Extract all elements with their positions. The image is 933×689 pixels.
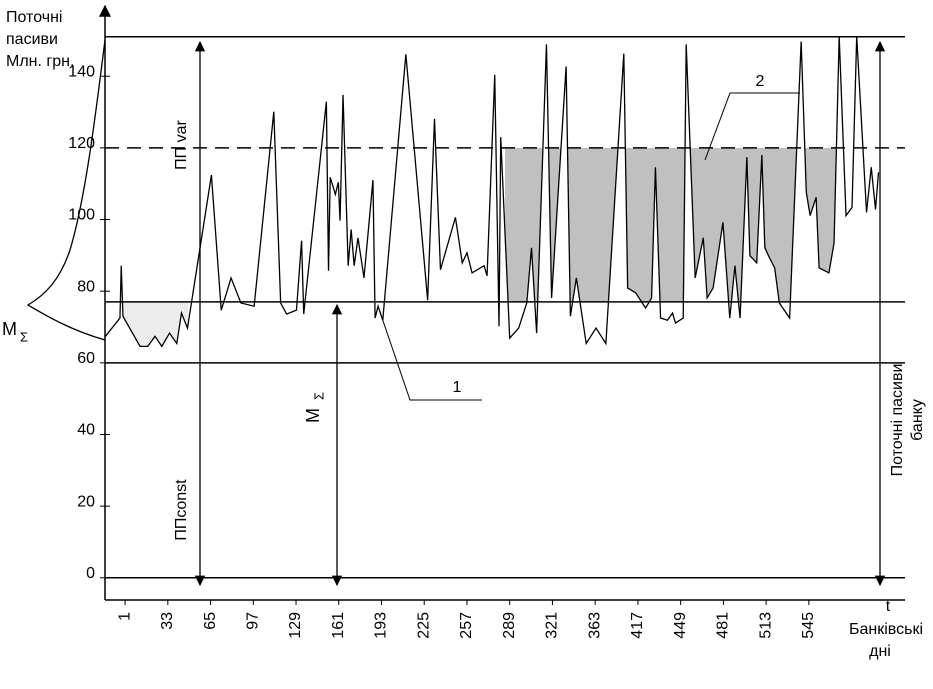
- pp-var-label: ПП var: [173, 119, 190, 169]
- x-tick-label: 129: [287, 612, 304, 639]
- data-line: [104, 36, 880, 348]
- x-tick-label: 545: [800, 612, 817, 639]
- m-sigma-mid: M: [303, 408, 323, 423]
- sigma-left: Σ: [20, 329, 28, 344]
- label-2: 2: [756, 73, 765, 90]
- x-tick-label: 417: [629, 612, 646, 639]
- y-tick-label: 80: [77, 278, 95, 295]
- leader-1: [379, 311, 482, 401]
- x-tick-label: 321: [544, 612, 561, 639]
- right-label: банку: [909, 399, 926, 441]
- x-axis-label: t: [886, 598, 891, 615]
- leader-2: [704, 92, 800, 161]
- x-tick-label: 65: [202, 612, 219, 630]
- pp-const-label: ППconst: [173, 479, 190, 541]
- x-tick-label: 257: [458, 612, 475, 639]
- x-tick-label: 481: [715, 612, 732, 639]
- y-axis-label: Поточні: [6, 9, 62, 26]
- x-tick-label: 513: [757, 612, 774, 639]
- x-tick-label: 161: [330, 612, 347, 639]
- sigma-mid: Σ: [311, 392, 326, 400]
- y-axis-label: пасиви: [6, 31, 58, 48]
- x-tick-label: 33: [159, 612, 176, 630]
- y-tick-label: 60: [77, 350, 95, 367]
- y-tick-label: 100: [68, 207, 95, 224]
- m-sigma-left: M: [2, 319, 17, 339]
- shaded-area: [505, 147, 840, 302]
- shaded-area: [120, 301, 188, 347]
- y-tick-label: 0: [86, 565, 95, 582]
- x-axis-caption: Банківські: [849, 621, 923, 638]
- y-tick-label: 140: [68, 63, 95, 80]
- x-axis-caption: дні: [869, 643, 891, 660]
- y-tick-label: 40: [77, 422, 95, 439]
- y-axis-label: Млн. грн.: [6, 53, 74, 70]
- x-tick-label: 363: [586, 612, 603, 639]
- y-tick-label: 120: [68, 135, 95, 152]
- x-tick-label: 97: [245, 612, 262, 630]
- y-tick-label: 20: [77, 493, 95, 510]
- x-tick-label: 1: [116, 612, 133, 621]
- x-tick-label: 193: [373, 612, 390, 639]
- x-tick-label: 289: [501, 612, 518, 639]
- x-tick-label: 225: [415, 612, 432, 639]
- distribution-curve: [26, 39, 106, 341]
- right-label: Поточні пасиви: [889, 364, 906, 477]
- label-1: 1: [453, 379, 462, 396]
- x-tick-label: 449: [672, 612, 689, 639]
